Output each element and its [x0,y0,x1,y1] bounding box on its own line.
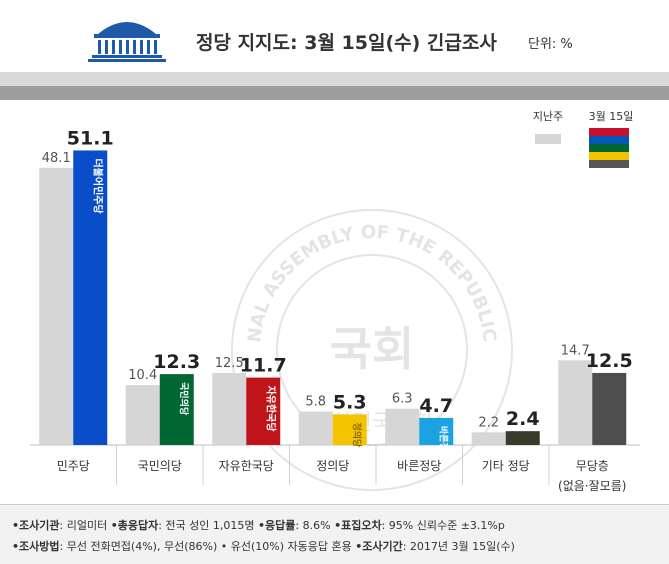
value-label-current: 51.1 [67,127,114,149]
legend: 지난주 3월 15일 [533,109,634,168]
watermark-center-text: 국회 [330,322,415,376]
legend-swatch-previous [535,134,561,144]
survey-org-value: : 리얼미터 [59,519,111,532]
party-logo-text: 정의당 [351,422,363,448]
bar-current [159,374,194,445]
category-sublabel: (없음·잘모름) [558,479,626,493]
respondents-value: : 전국 성인 1,015명 [158,519,259,532]
survey-method-value: : 무선 전화면접(4%), 무선(86%) • 유선(10%) 자동응답 혼용 [59,540,356,553]
bar-current [246,377,281,445]
value-label-current: 2.4 [506,408,540,430]
header-divider-dark [0,86,669,100]
category-label: 기타 정당 [482,459,530,473]
legend-label-previous: 지난주 [533,110,563,123]
bar-previous [125,385,160,445]
bar-current [332,414,367,445]
response-rate-value: : 8.6% [295,519,335,532]
value-label-previous: 48.1 [42,151,71,166]
bar-chart: THE NATIONAL ASSEMBLY OF THE REPUBLIC OF… [0,100,640,493]
chart-area: THE NATIONAL ASSEMBLY OF THE REPUBLIC OF… [0,100,669,504]
unit-label: 단위: % [528,37,573,52]
bar-current [505,431,540,445]
category-label: 무당층 [576,459,609,473]
bars-layer: 48.151.1더불어민주당민주당10.412.3국민의당국민의당12.511.… [30,127,640,493]
legend-stripe [589,152,629,160]
category-label: 정의당 [316,459,349,473]
bar-previous [471,432,506,445]
legend-stripe [589,136,629,144]
value-label-previous: 14.7 [561,343,590,358]
bar-previous [212,372,247,445]
survey-method-label: •조사방법 [12,540,60,553]
value-label-current: 4.7 [419,395,453,417]
sampling-error-value: : 95% 신뢰수준 ±3.1%p [381,519,505,532]
party-logo-text: 바른정당 [437,426,449,460]
header: 정당 지지도: 3월 15일(수) 긴급조사 단위: % [0,0,669,72]
party-logo-text: 자유한국당 [264,386,277,433]
value-label-previous: 10.4 [128,368,157,383]
sampling-error-label: •표집오차 [334,519,382,532]
footer: •조사기관: 리얼미터 •총응답자: 전국 성인 1,015명 •응답률: 8.… [0,504,669,564]
value-label-previous: 5.8 [305,395,326,410]
survey-period-label: •조사기간 [355,540,403,553]
response-rate-label: •응답률 [258,519,296,532]
header-divider-light [0,72,669,86]
bar-previous [558,360,593,445]
bar-current [419,417,454,445]
chart-title: 정당 지지도: 3월 15일(수) 긴급조사 [196,32,497,54]
value-label-current: 5.3 [333,391,367,413]
value-label-previous: 12.5 [215,356,244,371]
value-label-current: 11.7 [240,355,287,377]
category-label: 국민의당 [138,459,182,473]
bar-current [592,372,627,445]
bar-previous [39,167,74,445]
legend-stripe [589,144,629,152]
party-logo-text: 국민의당 [178,382,190,416]
bar-previous [385,408,420,445]
bar-previous [298,411,333,445]
category-label: 민주당 [57,459,90,473]
value-label-current: 12.5 [586,350,633,372]
legend-stripe [589,128,629,136]
party-logo-text: 더불어민주당 [91,158,104,214]
bar-current [73,150,108,445]
survey-org-label: •조사기관 [12,519,60,532]
value-label-previous: 2.2 [478,415,499,430]
value-label-current: 12.3 [153,351,200,373]
category-label: 자유한국당 [219,459,274,473]
survey-period-value: : 2017년 3월 15일(수) [402,540,515,553]
respondents-label: •총응답자 [110,519,159,532]
footer-line-2: •조사방법: 무선 전화면접(4%), 무선(86%) • 유선(10%) 자동… [12,536,669,557]
legend-label-current: 3월 15일 [589,109,634,123]
category-label: 바른정당 [397,459,441,473]
value-label-previous: 6.3 [392,392,413,407]
national-assembly-building-icon [88,22,166,62]
footer-line-1: •조사기관: 리얼미터 •총응답자: 전국 성인 1,015명 •응답률: 8.… [12,515,669,536]
legend-swatch-current [589,128,629,168]
legend-stripe [589,160,629,168]
